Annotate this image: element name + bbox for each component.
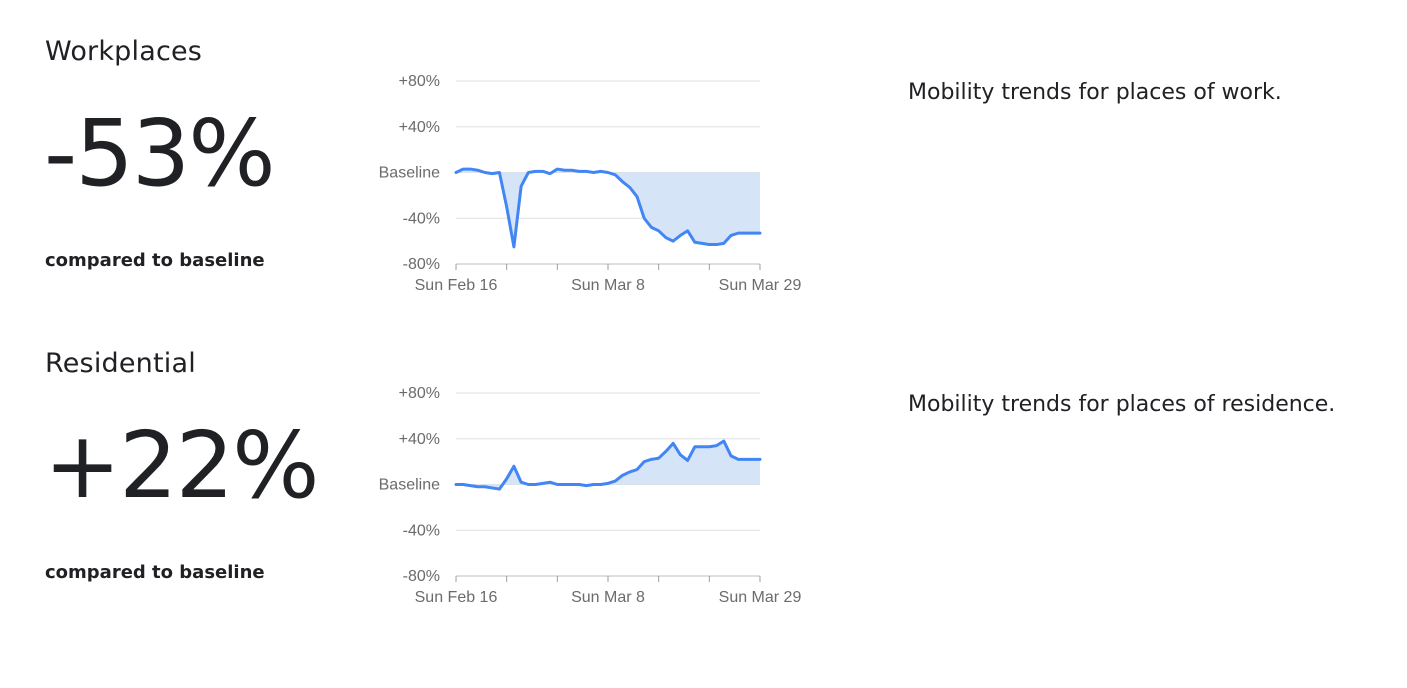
x-tick-label: Sun Mar 29 [719, 589, 802, 606]
trend-chart-workplaces: +80% +40% Baseline -40% -80% Sun Feb 16 Sun Ma… [379, 73, 802, 294]
change-value: +22% [44, 412, 320, 519]
x-tick-label: Sun Feb 16 [415, 277, 498, 294]
comparison-label: compared to baseline [45, 250, 265, 271]
y-tick-label: -40% [403, 522, 440, 539]
description: Mobility trends for places of work. [908, 80, 1282, 105]
y-tick-label: -80% [403, 256, 440, 273]
section-workplaces: Workplaces -53% compared to baseline +80… [0, 0, 1407, 312]
x-tick-label: Sun Feb 16 [415, 589, 498, 606]
x-tick-label: Sun Mar 8 [571, 589, 645, 606]
x-tick-label: Sun Mar 8 [571, 277, 645, 294]
trend-chart-residential: +80% +40% Baseline -40% -80% Sun Feb 16 Sun Ma… [379, 385, 802, 606]
y-tick-label: -40% [403, 210, 440, 227]
y-tick-label: +80% [399, 385, 440, 402]
series-area [456, 441, 760, 490]
y-tick-label: +80% [399, 73, 440, 90]
series-area [456, 169, 760, 247]
comparison-label: compared to baseline [45, 562, 265, 583]
y-tick-label: Baseline [379, 165, 440, 182]
category-title: Workplaces [45, 36, 203, 67]
y-tick-label: Baseline [379, 477, 440, 494]
change-value: -53% [44, 100, 276, 207]
y-tick-label: -80% [403, 568, 440, 585]
category-title: Residential [45, 348, 196, 379]
description: Mobility trends for places of residence. [908, 392, 1336, 417]
y-tick-label: +40% [399, 431, 440, 448]
x-tick-label: Sun Mar 29 [719, 277, 802, 294]
section-residential: Residential +22% compared to baseline +8… [0, 312, 1407, 624]
y-tick-label: +40% [399, 119, 440, 136]
